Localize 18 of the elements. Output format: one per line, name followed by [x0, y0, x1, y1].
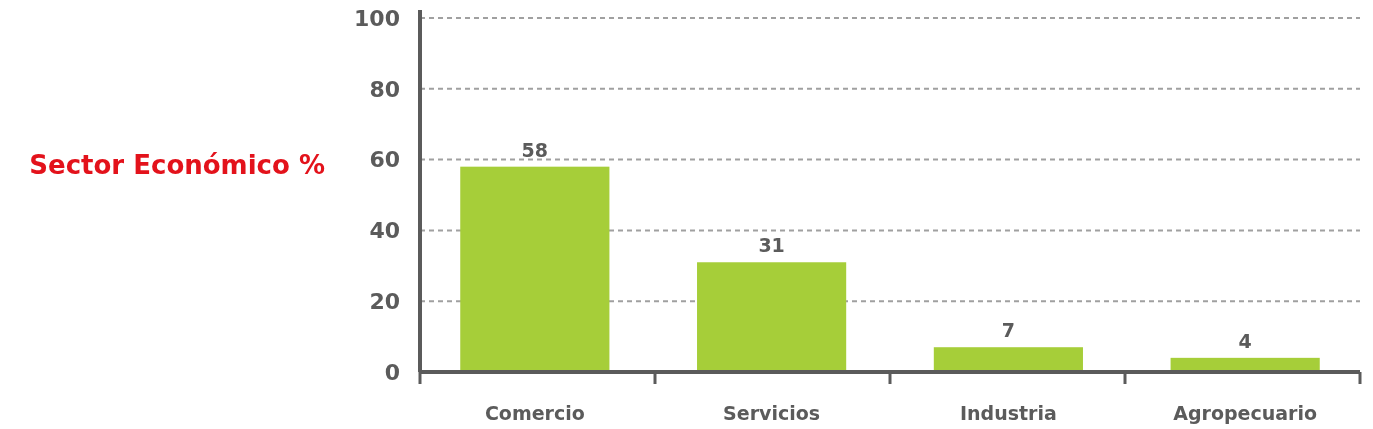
x-tick-label: Servicios — [723, 402, 821, 424]
x-tick-label: Comercio — [484, 402, 585, 424]
y-tick-label: 80 — [369, 76, 400, 102]
y-tick-label: 100 — [354, 5, 400, 31]
data-label: 58 — [521, 138, 549, 161]
x-tick-label: Industria — [959, 402, 1057, 424]
data-label: 4 — [1238, 329, 1252, 352]
y-tick-label: 40 — [369, 218, 400, 244]
bar — [697, 262, 847, 372]
y-tick-label: 60 — [369, 147, 400, 173]
bar — [460, 166, 610, 372]
y-tick-label: 0 — [384, 359, 400, 385]
text: Sector Económico % — [29, 150, 325, 180]
data-label: 7 — [1001, 319, 1016, 342]
data-label: 31 — [758, 234, 785, 257]
y-tick-label: 20 — [369, 288, 400, 314]
bar — [933, 347, 1083, 372]
x-tick-label: Agropecuario — [1173, 402, 1318, 424]
